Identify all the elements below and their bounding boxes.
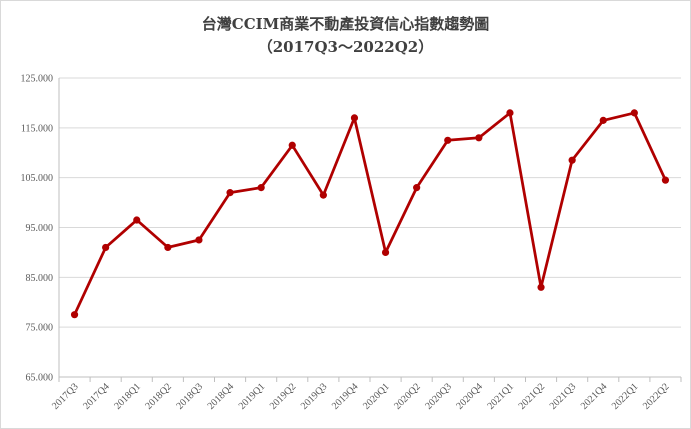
chart-subtitle: （2017Q3～2022Q2） (257, 38, 434, 56)
x-tick-label: 2018Q4 (206, 381, 237, 412)
data-point (381, 248, 390, 257)
data-point (413, 184, 421, 192)
data-point (133, 216, 141, 224)
data-point (257, 184, 265, 192)
y-tick-label: 85.000 (26, 273, 54, 284)
x-tick-label: 2021Q1 (486, 381, 517, 412)
data-point (599, 116, 607, 124)
y-axis-tick-labels: 65.000 75.000 85.000 95.000 105.000 115.000 12… (21, 74, 54, 384)
x-tick-label: 2019Q4 (330, 381, 361, 412)
data-point (319, 191, 327, 199)
axes (58, 78, 682, 382)
data-point (444, 136, 452, 144)
x-tick-label: 2018Q2 (143, 381, 174, 412)
x-tick-label: 2017Q3 (50, 381, 81, 412)
y-tick-label: 95.000 (26, 223, 54, 234)
x-tick-label: 2021Q2 (517, 381, 548, 412)
x-tick-label: 2020Q1 (361, 381, 392, 412)
data-point (226, 189, 234, 197)
data-point (661, 176, 670, 184)
x-tick-label: 2021Q4 (579, 381, 610, 412)
data-point (568, 156, 576, 164)
y-tick-label: 75.000 (26, 323, 54, 334)
data-point (195, 236, 203, 244)
x-tick-label: 2017Q4 (81, 381, 112, 412)
gridlines (59, 77, 681, 328)
x-tick-label: 2019Q2 (268, 381, 299, 412)
y-tick-label: 115.000 (21, 123, 53, 134)
y-tick-label: 105.000 (21, 173, 54, 184)
x-tick-label: 2022Q2 (641, 381, 672, 412)
series-line (73, 111, 667, 317)
data-point (288, 141, 296, 149)
x-tick-label: 2019Q1 (237, 381, 268, 412)
x-tick-label: 2020Q4 (454, 381, 485, 412)
data-point (350, 114, 359, 122)
x-tick-label: 2022Q1 (610, 381, 641, 412)
data-point (630, 109, 638, 117)
x-tick-label: 2018Q3 (175, 381, 206, 412)
series-layer (70, 109, 670, 319)
y-tick-label: 65.000 (26, 373, 54, 384)
x-tick-label: 2020Q2 (392, 381, 423, 412)
data-point (537, 283, 545, 291)
y-tick-label: 125.000 (21, 74, 54, 85)
data-point (164, 243, 172, 252)
x-tick-label: 2021Q3 (548, 381, 579, 412)
data-point (70, 311, 79, 319)
data-point (475, 134, 483, 142)
x-tick-label: 2020Q3 (423, 381, 454, 412)
x-tick-label: 2018Q1 (112, 381, 143, 412)
data-point (102, 243, 110, 252)
x-tick-label: 2019Q3 (299, 381, 330, 412)
x-axis-tick-labels: 2017Q3 2017Q4 2018Q1 2018Q2 2018Q3 2018Q4 2019… (50, 381, 671, 412)
data-point (506, 109, 514, 117)
chart-title: 台灣CCIM商業不動產投資信心指數趨勢圖 (201, 15, 490, 33)
